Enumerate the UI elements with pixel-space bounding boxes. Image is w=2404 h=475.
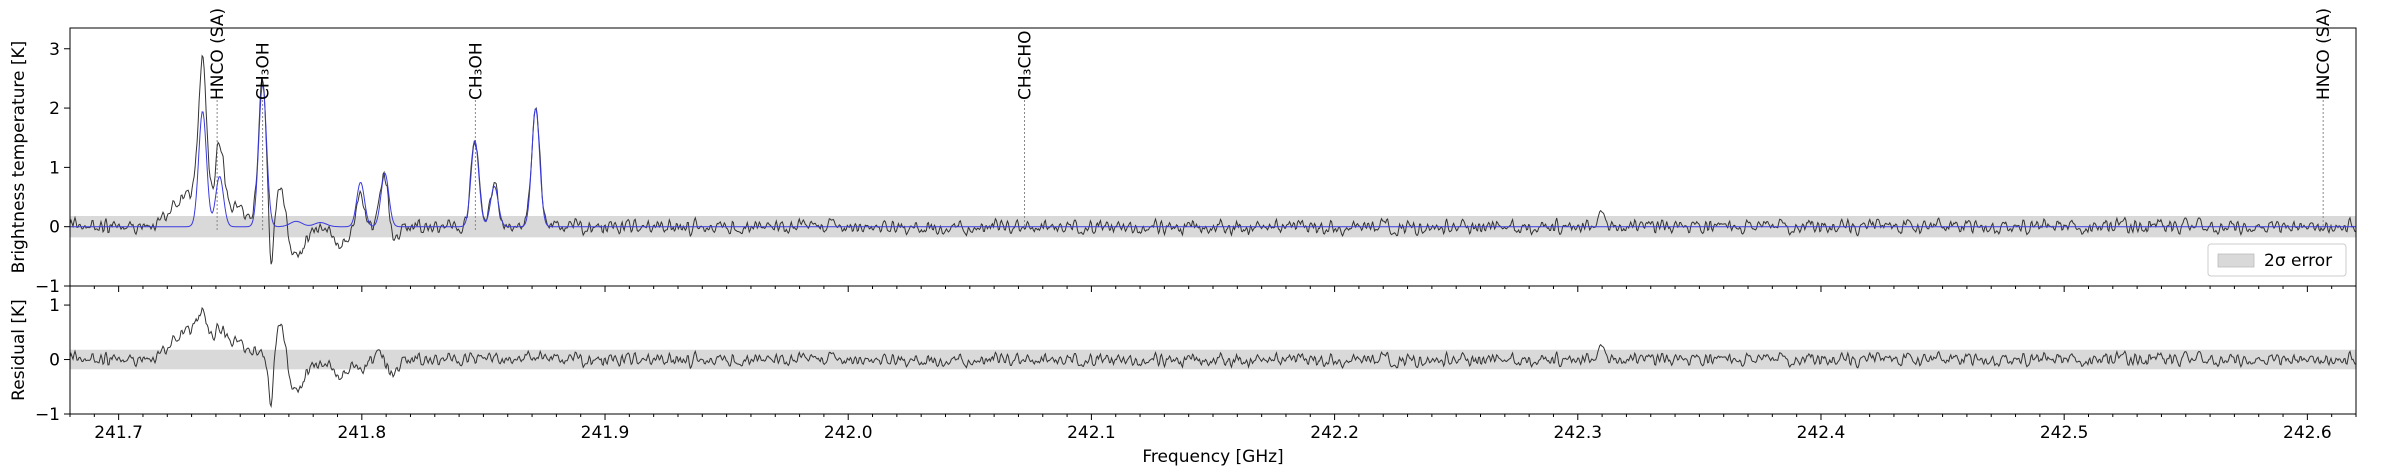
line-marker-label: CH₃CHO bbox=[1016, 30, 1036, 100]
frequency-x-tick-label: 242.0 bbox=[824, 423, 873, 443]
spectrum-y-tick-label: 1 bbox=[49, 158, 60, 178]
spectrum-axes-frame bbox=[69, 27, 2357, 287]
legend-entry-error: 2σ error bbox=[2264, 251, 2332, 271]
residual-panel: −1 0 1 241.7 241.8 241.9 242.0 242.1 242.2 242.3… bbox=[9, 285, 2357, 467]
frequency-x-tick-label: 242.3 bbox=[1553, 423, 1602, 443]
residual-y-tick-label: 0 bbox=[49, 351, 60, 371]
line-marker-label: CH₃OH bbox=[254, 42, 274, 100]
frequency-x-tick-label: 241.7 bbox=[94, 423, 143, 443]
line-marker-labels: HNCO (SA) CH₃OH CH₃OH CH₃CHO HNCO (SA) bbox=[208, 8, 2334, 100]
spectrum-y-tick-label: 2 bbox=[49, 99, 60, 119]
model-spectrum-line bbox=[70, 84, 2356, 228]
spectrum-x-ticks bbox=[69, 286, 2357, 292]
residual-y-ticks: −1 0 1 bbox=[35, 296, 70, 425]
frequency-x-axis-label: Frequency [GHz] bbox=[1142, 447, 1283, 467]
frequency-x-ticks: 241.7 241.8 241.9 242.0 242.1 242.2 242.3 242.4… bbox=[69, 414, 2357, 443]
residual-line bbox=[69, 306, 2356, 409]
spectrum-y-ticks: −1 0 1 2 3 bbox=[35, 40, 70, 297]
frequency-x-tick-label: 241.9 bbox=[581, 423, 630, 443]
line-marker-label: CH₃OH bbox=[466, 42, 486, 100]
line-marker-lines bbox=[216, 100, 2324, 231]
spectrum-y-tick-label: 3 bbox=[49, 40, 60, 60]
legend-swatch bbox=[2217, 253, 2255, 268]
frequency-x-tick-label: 242.4 bbox=[1797, 423, 1846, 443]
line-marker-label: HNCO (SA) bbox=[2314, 8, 2334, 100]
spectrum-y-tick-label: −1 bbox=[35, 277, 60, 297]
spectrum-y-axis-label: Brightness temperature [K] bbox=[9, 41, 29, 274]
frequency-x-tick-label: 241.8 bbox=[337, 423, 386, 443]
frequency-x-tick-label: 242.1 bbox=[1067, 423, 1116, 443]
residual-y-tick-label: 1 bbox=[49, 296, 60, 316]
line-marker-label: HNCO (SA) bbox=[208, 8, 228, 100]
residual-y-axis-label: Residual [K] bbox=[9, 299, 29, 401]
frequency-x-tick-label: 242.2 bbox=[1310, 423, 1359, 443]
legend-box bbox=[2207, 243, 2347, 277]
spectrum-y-tick-label: 0 bbox=[49, 218, 60, 238]
frequency-x-tick-label: 242.6 bbox=[2283, 423, 2332, 443]
frequency-x-tick-label: 242.5 bbox=[2040, 423, 2089, 443]
legend: 2σ error bbox=[2207, 243, 2347, 277]
residual-y-tick-label: −1 bbox=[35, 405, 60, 425]
